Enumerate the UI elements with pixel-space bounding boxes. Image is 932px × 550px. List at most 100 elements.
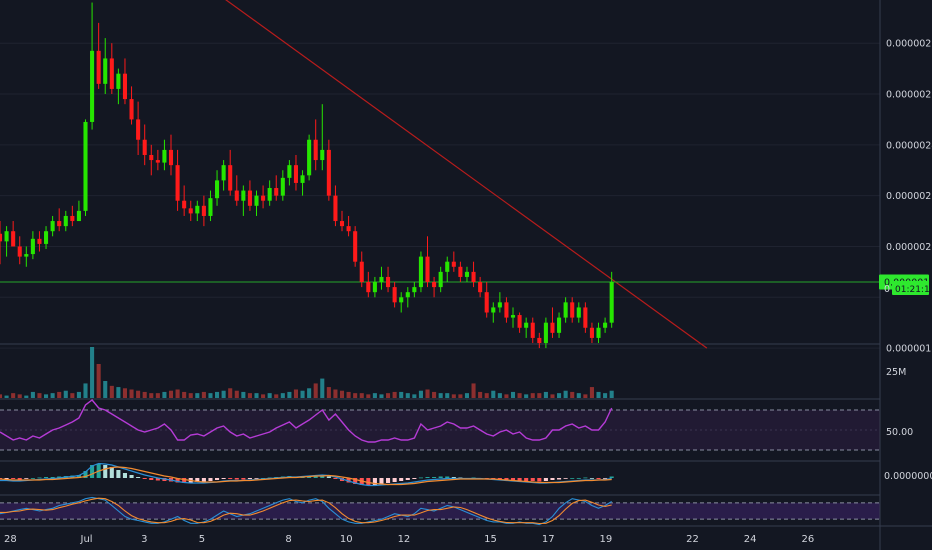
candle-body	[320, 149, 325, 161]
macd-histogram-bar	[247, 478, 252, 479]
candle-body	[149, 154, 154, 161]
candle-body	[24, 254, 29, 257]
macd-histogram-bar	[313, 475, 318, 478]
time-tick-label: 19	[600, 534, 613, 545]
macd-histogram-bar	[451, 477, 456, 478]
candle-body	[537, 337, 542, 343]
volume-bar	[50, 393, 55, 398]
volume-bar	[293, 389, 299, 398]
macd-histogram-bar	[4, 478, 9, 479]
trendline[interactable]	[188, 0, 708, 349]
volume-bar	[425, 389, 430, 398]
candle-body	[366, 282, 371, 293]
volume-bar	[609, 390, 614, 398]
macd-histogram-bar	[524, 478, 529, 481]
candle-body	[484, 292, 489, 313]
macd-histogram-bar	[418, 477, 423, 479]
candle-body	[339, 221, 345, 227]
candle-body	[576, 307, 581, 318]
macd-histogram-bar	[432, 477, 437, 478]
volume-bar	[563, 390, 568, 398]
time-tick-label: 12	[398, 534, 411, 545]
candle-body	[254, 195, 259, 206]
volume-bar	[392, 391, 397, 398]
volume-bar	[326, 387, 331, 398]
candle-body	[359, 261, 364, 283]
macd-histogram-bar	[379, 478, 384, 484]
candle-body	[412, 287, 417, 293]
candle-body	[188, 208, 193, 214]
candle-body	[247, 190, 252, 206]
candle-body	[530, 322, 535, 338]
candle-body	[451, 261, 456, 267]
volume-bar	[116, 387, 121, 398]
volume-bar	[386, 393, 391, 398]
time-tick-label: 10	[340, 534, 353, 545]
macd-histogram-bar	[392, 478, 397, 482]
volume-bar	[570, 391, 575, 398]
macd-histogram-bar	[37, 477, 42, 479]
volume-bar	[300, 390, 305, 398]
macd-histogram-bar	[30, 478, 35, 479]
macd-histogram-bar	[215, 478, 220, 480]
stoch-d-line	[0, 497, 612, 525]
candle-body	[109, 58, 114, 89]
time-tick-label: 5	[199, 534, 205, 545]
macd-histogram-bar	[17, 478, 22, 480]
candle-body	[478, 282, 483, 293]
macd-histogram-bar	[537, 478, 542, 482]
macd-histogram-bar	[603, 478, 608, 479]
volume-bar	[70, 393, 75, 398]
volume-bar	[267, 393, 272, 398]
candle-body	[550, 322, 555, 333]
macd-histogram-bar	[543, 478, 548, 481]
macd-histogram-bar	[11, 478, 16, 479]
time-tick-label: Jul	[80, 534, 93, 545]
volume-bar	[208, 393, 213, 398]
volume-bar	[484, 393, 489, 398]
candle-body	[418, 256, 423, 288]
volume-bar	[175, 389, 180, 398]
macd-histogram-bar	[254, 478, 259, 479]
candle-body	[267, 188, 272, 201]
volume-bar	[17, 394, 22, 398]
volume-bar	[576, 393, 581, 398]
volume-bar	[109, 385, 114, 398]
obscured-tick-fragment: 0	[884, 284, 890, 295]
candle-body	[333, 195, 338, 222]
candle-body	[379, 276, 384, 283]
candle-body	[464, 271, 470, 277]
volume-bar	[201, 391, 206, 398]
time-tick-labels[interactable]: 28 Jul 3 5 8 10 12 15 17 19 22 24 26	[4, 534, 814, 545]
volume-bar	[339, 390, 345, 398]
rsi-indicator	[0, 399, 613, 443]
volume-bar	[399, 391, 404, 398]
volume-tick-label: 25M	[886, 367, 906, 378]
volume-bar	[247, 393, 252, 398]
volume-bar	[596, 391, 601, 398]
macd-histogram-bar	[57, 476, 62, 478]
candle-body	[280, 177, 285, 196]
candle-body	[90, 50, 95, 122]
volume-bar	[405, 393, 410, 398]
volume-bar	[438, 393, 443, 398]
macd-histogram-bar	[142, 478, 147, 479]
candle-body	[346, 226, 351, 232]
candle-body	[57, 221, 62, 227]
volume-bar	[372, 393, 377, 398]
time-tick-label: 26	[802, 534, 815, 545]
volume-bar	[583, 394, 588, 398]
volume-bar	[274, 394, 279, 398]
macd-histogram-bar	[50, 477, 55, 478]
volume-bar	[83, 383, 88, 398]
candle-body	[471, 271, 476, 283]
candle-body	[570, 302, 575, 318]
macd-histogram-bar	[589, 478, 594, 479]
volume-bar	[287, 391, 292, 398]
volume-bar	[0, 394, 3, 398]
candle-body	[234, 190, 239, 201]
volume-bar	[412, 394, 417, 398]
candle-body	[517, 315, 522, 328]
macd-histogram-bar	[155, 478, 160, 481]
